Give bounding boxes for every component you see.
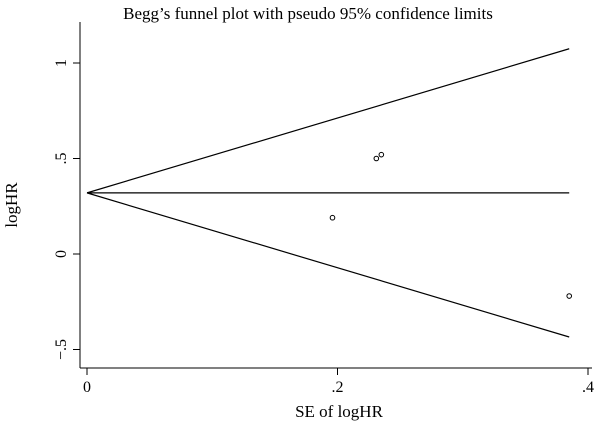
y-ticks: −.5 0 .5 1 xyxy=(53,59,80,360)
study-points xyxy=(329,151,573,299)
funnel-lines xyxy=(86,48,570,338)
lower-confidence-limit xyxy=(86,192,570,338)
x-ticks: 0 .2 .4 xyxy=(83,368,594,396)
axes xyxy=(79,22,592,369)
y-tick-label: −.5 xyxy=(53,339,70,360)
x-tick-label: .4 xyxy=(582,379,594,396)
y-tick-label: 1 xyxy=(53,59,70,67)
y-tick-label: .5 xyxy=(53,153,70,165)
x-tick-label: .2 xyxy=(332,379,344,396)
study-point xyxy=(373,155,380,162)
y-tick-label: 0 xyxy=(53,250,70,258)
chart-title: Begg’s funnel plot with pseudo 95% confi… xyxy=(123,4,493,23)
y-axis-label: logHR xyxy=(2,182,21,228)
x-tick-label: 0 xyxy=(83,379,91,396)
study-point xyxy=(378,151,385,158)
study-point xyxy=(329,214,336,221)
x-axis-label: SE of logHR xyxy=(295,402,384,421)
study-point xyxy=(566,293,573,299)
upper-confidence-limit xyxy=(86,48,570,194)
